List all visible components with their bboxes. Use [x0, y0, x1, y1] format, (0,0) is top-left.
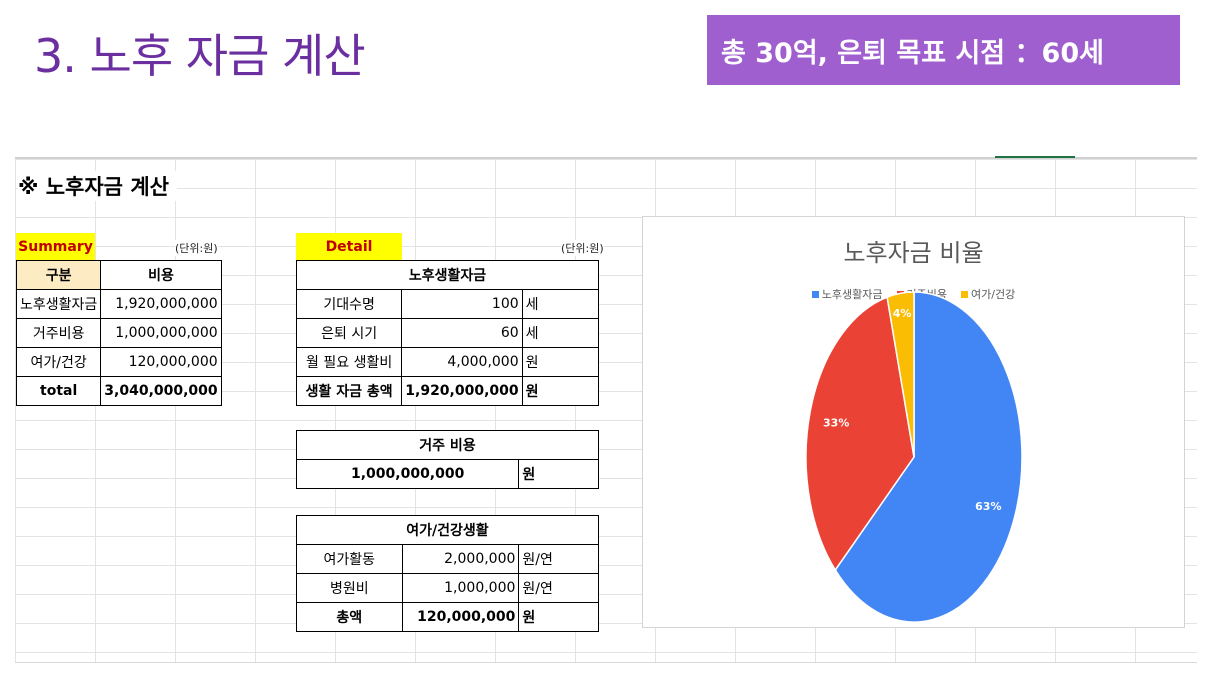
- living-total-label[interactable]: 생활 자금 총액: [295, 376, 403, 406]
- retirement-goal-banner: 총 30억, 은퇴 목표 시점 ：60세: [707, 15, 1180, 85]
- summary-header-row: 구분 비용: [15, 260, 222, 290]
- leisure-row-label[interactable]: 여가활동: [296, 544, 403, 574]
- table-row: 병원비 1,000,000 원/연: [296, 573, 599, 603]
- legend-item: 노후생활자금: [811, 286, 883, 302]
- leisure-total-value[interactable]: 120,000,000: [401, 602, 520, 632]
- summary-unit-label: (단위:원): [175, 240, 218, 256]
- living-row-label[interactable]: 기대수명: [295, 289, 403, 319]
- leisure-total-row: 총액 120,000,000 원: [296, 602, 599, 632]
- leisure-header-row: 여가/건강생활: [296, 515, 599, 545]
- living-row-unit[interactable]: 세: [521, 318, 600, 348]
- living-total-value[interactable]: 1,920,000,000: [401, 376, 523, 406]
- leisure-row-unit[interactable]: 원/연: [518, 573, 599, 603]
- table-row: 은퇴 시기 60 세: [295, 318, 600, 348]
- slide-title: 3. 노후 자금 계산: [34, 29, 366, 83]
- living-row-value[interactable]: 4,000,000: [401, 347, 523, 377]
- pie-slice-1[interactable]: [834, 291, 1023, 623]
- summary-row-label[interactable]: 거주비용: [15, 318, 102, 348]
- legend-swatch: [811, 290, 819, 298]
- pie-plot: 63% 33% 4%: [805, 291, 1023, 623]
- summary-tag[interactable]: Summary: [16, 233, 95, 260]
- chart-title: 노후자금 비율: [843, 239, 984, 267]
- housing-value-row: 1,000,000,000 원: [295, 459, 599, 489]
- living-row-value[interactable]: 100: [401, 289, 523, 319]
- spreadsheet-area[interactable]: ※ 노후자금 계산 Summary (단위:원) 구분 비용 노후생활자금 1,…: [15, 156, 1197, 663]
- pie-chart[interactable]: 노후자금 비율 노후생활자금 거주비용 여가/건강 63%33%4%: [642, 216, 1185, 628]
- leisure-health-table: 여가/건강생활 여가활동 2,000,000 원/연 병원비 1,000,000…: [296, 515, 599, 632]
- housing-value[interactable]: 1,000,000,000: [295, 459, 520, 489]
- leisure-total-unit[interactable]: 원: [518, 602, 599, 632]
- legend-label: 여가/건강: [971, 288, 1016, 301]
- summary-row-value[interactable]: 1,920,000,000: [100, 289, 222, 319]
- summary-total-value[interactable]: 3,040,000,000: [100, 376, 222, 406]
- pie-data-label: 4%: [893, 307, 912, 320]
- leisure-row-label[interactable]: 병원비: [296, 573, 403, 603]
- table-row: 기대수명 100 세: [295, 289, 600, 319]
- leisure-row-unit[interactable]: 원/연: [518, 544, 599, 574]
- summary-header-category[interactable]: 구분: [15, 260, 102, 290]
- table-row: 여가활동 2,000,000 원/연: [296, 544, 599, 574]
- detail-unit-label: (단위:원): [561, 240, 604, 256]
- summary-row-label[interactable]: 여가/건강: [15, 347, 102, 377]
- leisure-total-label[interactable]: 총액: [296, 602, 403, 632]
- leisure-header[interactable]: 여가/건강생활: [296, 515, 599, 545]
- detail-tag[interactable]: Detail: [296, 233, 402, 260]
- summary-header-cost[interactable]: 비용: [100, 260, 222, 290]
- sheet-title: ※ 노후자금 계산: [18, 171, 177, 201]
- housing-unit[interactable]: 원: [518, 459, 599, 489]
- summary-row-value[interactable]: 120,000,000: [100, 347, 222, 377]
- living-row-value[interactable]: 60: [401, 318, 523, 348]
- housing-header-row: 거주 비용: [296, 430, 599, 460]
- summary-table: 구분 비용 노후생활자금 1,920,000,000 거주비용 1,000,00…: [15, 260, 222, 406]
- pie-data-label: 33%: [823, 416, 849, 429]
- legend-item: 여가/건강: [961, 286, 1015, 302]
- pie-slice-3[interactable]: [886, 291, 915, 458]
- living-row-label[interactable]: 월 필요 생활비: [295, 347, 403, 377]
- living-total-unit[interactable]: 원: [521, 376, 600, 406]
- living-row-unit[interactable]: 원: [521, 347, 600, 377]
- summary-total-row: total 3,040,000,000: [15, 376, 222, 406]
- pie-data-label: 63%: [975, 500, 1001, 513]
- legend-label: 노후생활자금: [821, 288, 883, 301]
- legend-swatch: [961, 290, 969, 298]
- selected-column-indicator: [995, 156, 1075, 158]
- table-row: 노후생활자금 1,920,000,000: [15, 289, 222, 319]
- living-row-label[interactable]: 은퇴 시기: [295, 318, 403, 348]
- living-total-row: 생활 자금 총액 1,920,000,000 원: [295, 376, 600, 406]
- housing-header[interactable]: 거주 비용: [296, 430, 599, 460]
- living-fund-header[interactable]: 노후생활자금: [296, 260, 599, 290]
- leisure-row-value[interactable]: 2,000,000: [401, 544, 520, 574]
- summary-row-value[interactable]: 1,000,000,000: [100, 318, 222, 348]
- table-row: 여가/건강 120,000,000: [15, 347, 222, 377]
- living-fund-header-row: 노후생활자금: [296, 260, 599, 290]
- table-row: 월 필요 생활비 4,000,000 원: [295, 347, 600, 377]
- housing-cost-table: 거주 비용 1,000,000,000 원: [295, 430, 599, 489]
- summary-total-label[interactable]: total: [15, 376, 102, 406]
- leisure-row-value[interactable]: 1,000,000: [401, 573, 520, 603]
- living-row-unit[interactable]: 세: [521, 289, 600, 319]
- summary-row-label[interactable]: 노후생활자금: [15, 289, 102, 319]
- table-row: 거주비용 1,000,000,000: [15, 318, 222, 348]
- living-fund-table: 노후생활자금 기대수명 100 세 은퇴 시기 60 세 월 필요 생활비 4,…: [295, 260, 600, 406]
- pie-slice-2[interactable]: [805, 296, 915, 572]
